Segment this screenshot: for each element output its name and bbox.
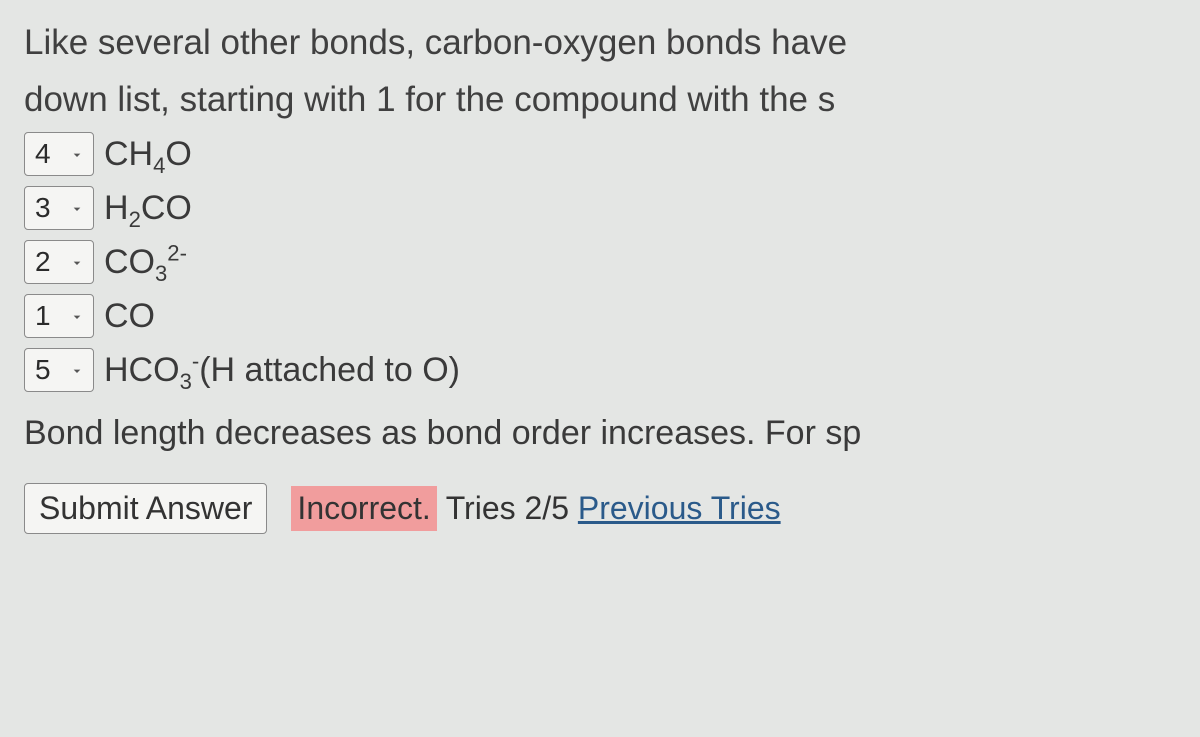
chevron-down-icon [69,300,85,332]
ranking-row: 2 CO32- [24,240,1176,284]
rank-value: 4 [35,138,69,170]
previous-tries-link[interactable]: Previous Tries [578,490,781,527]
rank-select[interactable]: 5 [24,348,94,392]
chevron-down-icon [69,138,85,170]
chevron-down-icon [69,354,85,386]
rank-select[interactable]: 3 [24,186,94,230]
compound-formula: CO32- [104,245,187,279]
rank-select[interactable]: 1 [24,294,94,338]
status-badge: Incorrect. [291,486,436,531]
rank-select[interactable]: 2 [24,240,94,284]
ranking-row: 1 CO [24,294,1176,338]
compound-formula: HCO3-(H attached to O) [104,353,460,387]
submit-answer-button[interactable]: Submit Answer [24,483,267,534]
feedback-text: Bond length decreases as bond order incr… [24,414,1176,453]
tries-text: Tries 2/5 [437,490,578,527]
rank-value: 5 [35,354,69,386]
question-line-1: Like several other bonds, carbon-oxygen … [24,18,1176,69]
ranking-row: 4 CH4O [24,132,1176,176]
rank-value: 2 [35,246,69,278]
ranking-list: 4 CH4O 3 H2CO 2 CO32- 1 CO 5 HCO3-(H attached to … [24,132,1176,392]
question-line-2: down list, starting with 1 for the compo… [24,75,1176,126]
compound-formula: CH4O [104,137,192,171]
ranking-row: 5 HCO3-(H attached to O) [24,348,1176,392]
rank-value: 3 [35,192,69,224]
ranking-row: 3 H2CO [24,186,1176,230]
rank-select[interactable]: 4 [24,132,94,176]
compound-formula: H2CO [104,191,192,225]
chevron-down-icon [69,192,85,224]
answer-controls: Submit Answer Incorrect. Tries 2/5 Previ… [24,483,1176,534]
compound-formula: CO [104,299,155,333]
rank-value: 1 [35,300,69,332]
chevron-down-icon [69,246,85,278]
